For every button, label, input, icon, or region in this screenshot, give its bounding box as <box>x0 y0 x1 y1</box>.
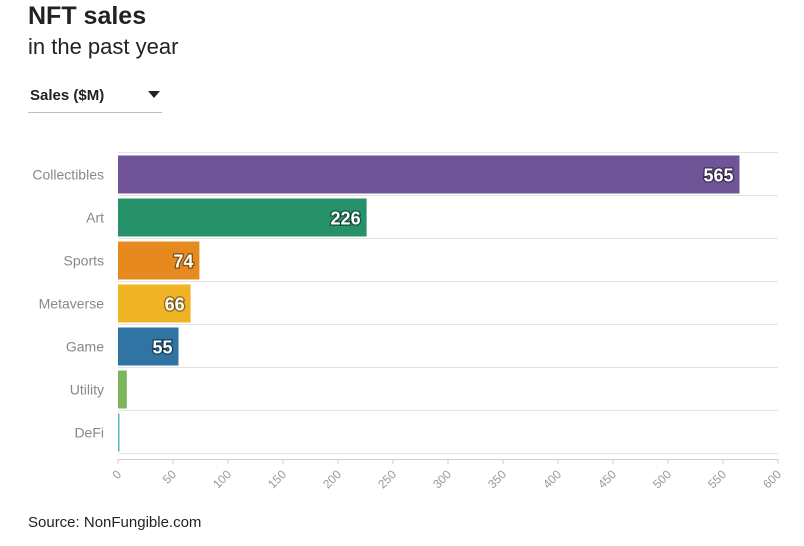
x-tick-label: 100 <box>210 467 234 491</box>
data-label: 55 <box>152 338 172 358</box>
bar <box>118 198 367 237</box>
metric-dropdown[interactable]: Sales ($M) <box>28 84 162 113</box>
data-label: 74 <box>173 252 193 272</box>
category-label: Game <box>66 339 104 355</box>
bar <box>118 327 179 366</box>
category-label: Art <box>86 210 104 226</box>
x-tick-label: 450 <box>595 467 619 491</box>
dropdown-selected-label: Sales ($M) <box>30 87 105 104</box>
bar <box>118 241 200 280</box>
chart-title: NFT sales <box>28 2 147 30</box>
x-tick-label: 500 <box>650 467 674 491</box>
x-tick-label: 250 <box>375 467 399 491</box>
chart-subtitle: in the past year <box>28 34 179 59</box>
data-label: 66 <box>165 295 185 315</box>
bar-chart: 0 50 100 150 200 250 300 350 400 450 500 550 600 Coll… <box>32 152 784 491</box>
category-label: DeFi <box>74 425 104 441</box>
bar <box>118 413 120 452</box>
source-note: Source: NonFungible.com <box>28 514 202 531</box>
x-tick-label: 300 <box>430 467 454 491</box>
data-label: 565 <box>703 166 733 186</box>
category-label: Collectibles <box>32 167 104 183</box>
x-tick-label: 50 <box>160 467 180 487</box>
x-tick-label: 200 <box>320 467 344 491</box>
category-label: Sports <box>64 253 104 269</box>
bar <box>118 155 740 194</box>
bar <box>118 284 191 323</box>
data-label: 226 <box>331 209 361 229</box>
x-tick-label: 600 <box>760 467 784 491</box>
x-tick-label: 150 <box>265 467 289 491</box>
x-tick-label: 350 <box>485 467 509 491</box>
x-tick-label: 550 <box>705 467 729 491</box>
chevron-down-icon <box>148 91 160 98</box>
category-label: Utility <box>70 382 104 398</box>
x-tick-label: 0 <box>109 467 124 482</box>
category-label: Metaverse <box>39 296 105 312</box>
bar <box>118 370 127 409</box>
x-tick-label: 400 <box>540 467 564 491</box>
